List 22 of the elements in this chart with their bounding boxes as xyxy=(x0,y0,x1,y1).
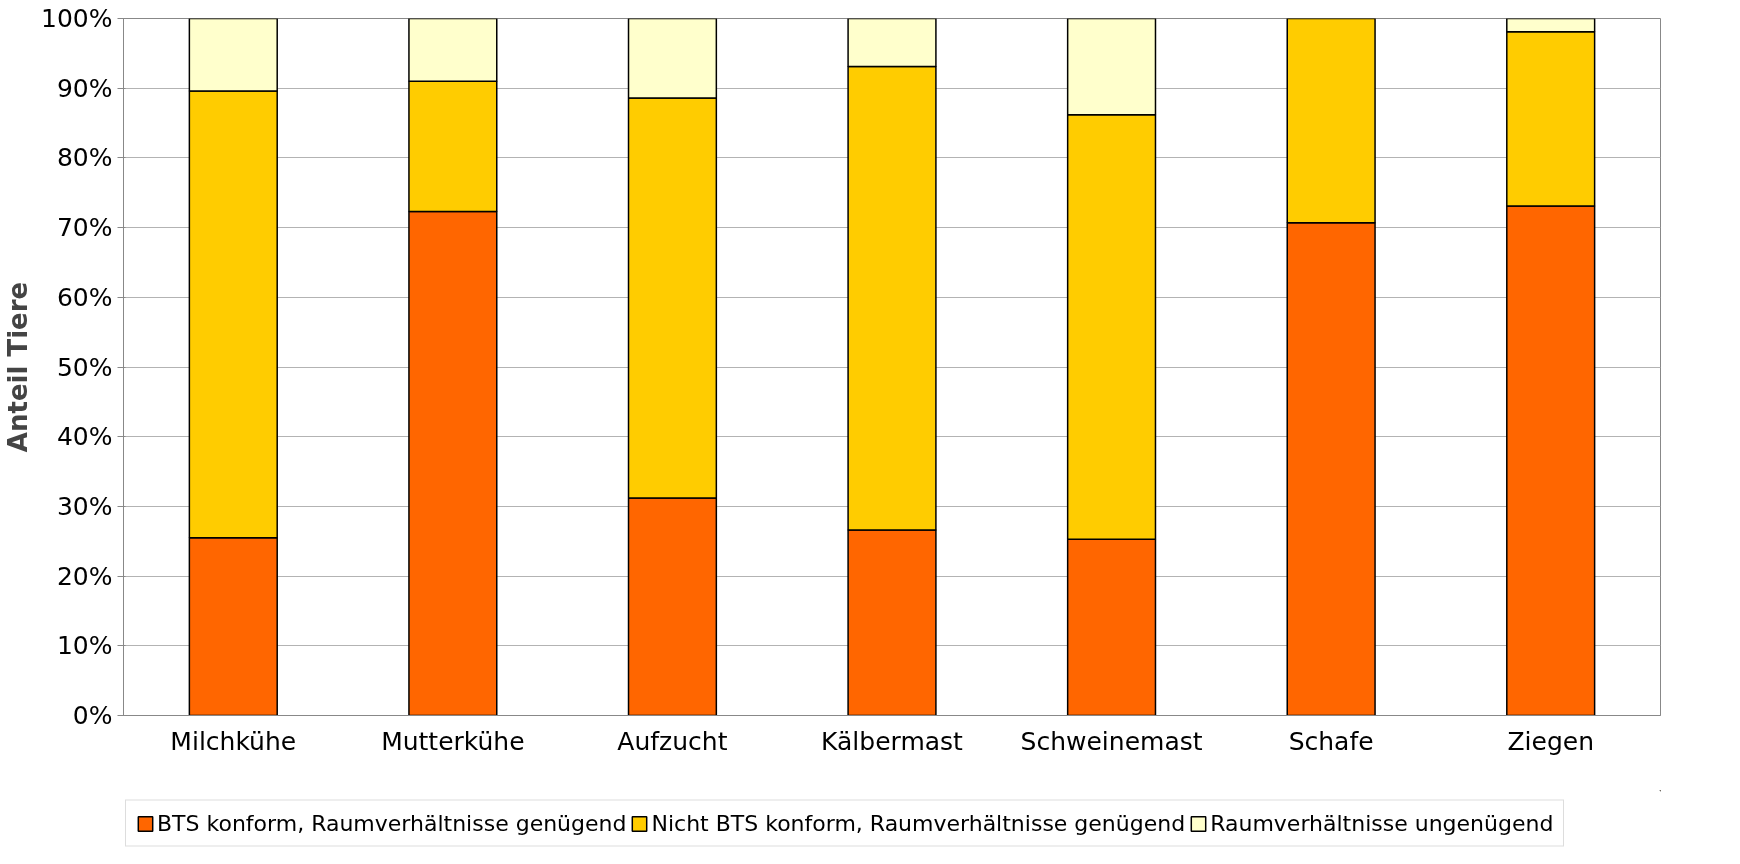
x-tick-label: Schweinemast xyxy=(1020,726,1203,756)
x-tick-label: Mutterkühe xyxy=(381,726,525,756)
y-tick-label: 30% xyxy=(56,491,113,521)
y-tick-label: 40% xyxy=(56,422,113,452)
x-tick-label: Milchkühe xyxy=(170,726,297,756)
x-tick-label: Schafe xyxy=(1288,726,1374,756)
legend-label: BTS konform, Raumverhältnisse genügend xyxy=(157,810,627,836)
x-tick-label: Ziegen xyxy=(1507,726,1594,756)
y-tick-label: 50% xyxy=(56,352,113,382)
x-tick-label: Kälbermast xyxy=(821,726,964,756)
y-tick-label: 100% xyxy=(41,4,113,33)
y-axis-title: Anteil Tiere xyxy=(3,281,34,453)
y-tick-label: 60% xyxy=(56,282,113,312)
y-tick-label: 80% xyxy=(56,143,113,173)
x-tick-label: Aufzucht xyxy=(617,726,728,756)
y-tick-label: 0% xyxy=(72,701,113,730)
y-tick-label: 20% xyxy=(56,561,113,591)
legend-label: Raumverhältnisse ungenügend xyxy=(1210,810,1554,836)
y-tick-label: 90% xyxy=(56,73,113,103)
legend-label: Nicht BTS konform, Raumverhältnisse genügend xyxy=(651,810,1186,836)
y-tick-label: 70% xyxy=(56,213,113,243)
y-tick-label: 10% xyxy=(56,631,113,661)
